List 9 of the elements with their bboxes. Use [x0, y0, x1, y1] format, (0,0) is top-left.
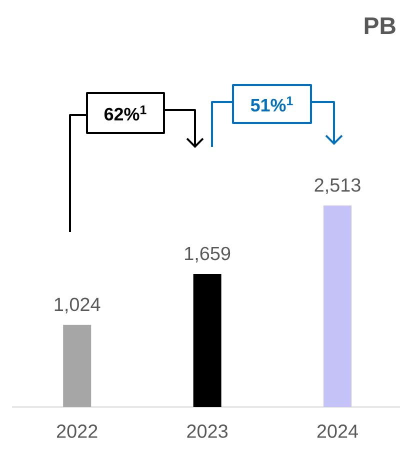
chart-title: PB — [364, 18, 396, 34]
text: 62%$^{1}$ — [104, 105, 146, 121]
data-label: 1,659 — [185, 246, 230, 262]
x-tick-label: 2022 — [57, 424, 98, 438]
data-label: 1,024 — [54, 298, 100, 314]
x-tick-label: 2024 — [317, 424, 358, 438]
text: 51%$^{1}$ — [250, 96, 293, 112]
data-label: 2,513 — [314, 178, 360, 194]
x-tick-label: 2023 — [187, 424, 228, 438]
